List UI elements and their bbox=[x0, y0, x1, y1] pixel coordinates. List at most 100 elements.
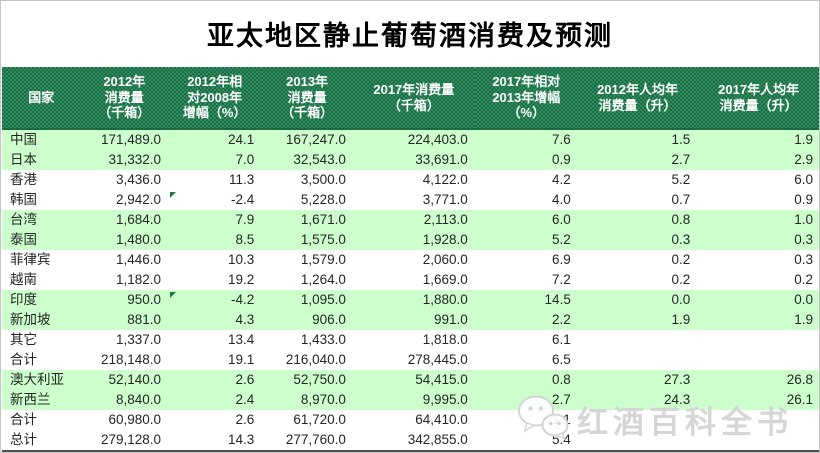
cell-percap_2012: 27.3 bbox=[577, 370, 698, 390]
cell-percap_2017: 0.0 bbox=[697, 290, 819, 310]
cell-country: 菲律宾 bbox=[2, 250, 81, 270]
table-row: 台湾 1,684.0 7.9 1,671.0 2,113.0 6.0 0.8 1.0 bbox=[2, 210, 819, 230]
cell-country: 香港 bbox=[2, 170, 81, 190]
cell-country: 澳大利亚 bbox=[2, 370, 81, 390]
cell-percap_2017: 1.0 bbox=[697, 210, 819, 230]
cell-growth_2012_vs_2008: 13.4 bbox=[168, 330, 262, 350]
cell-percap_2017: 1.9 bbox=[697, 310, 819, 330]
cell-cons_2012: 1,684.0 bbox=[80, 210, 169, 230]
cell-cons_2017: 1,880.0 bbox=[352, 290, 475, 310]
cell-cons_2017: 2,060.0 bbox=[352, 250, 475, 270]
cell-country: 合计 bbox=[2, 410, 81, 430]
cell-percap_2017: 2.9 bbox=[697, 150, 819, 170]
col-header-growth-2012-vs-2008: 2012年相 对2008年 增幅（%） bbox=[168, 67, 262, 130]
cell-cons_2013: 167,247.0 bbox=[261, 129, 353, 150]
cell-cons_2012: 218,148.0 bbox=[80, 350, 169, 370]
cell-cons_2013: 1,575.0 bbox=[261, 230, 353, 250]
cell-growth_2017_vs_2013: 1.1 bbox=[474, 410, 578, 430]
cell-cons_2013: 216,040.0 bbox=[261, 350, 353, 370]
cell-cons_2017: 2,113.0 bbox=[352, 210, 475, 230]
cell-percap_2012: 5.2 bbox=[577, 170, 698, 190]
cell-cons_2013: 5,228.0 bbox=[261, 190, 353, 210]
col-header-country: 国家 bbox=[2, 67, 81, 130]
cell-percap_2012: 0.2 bbox=[577, 250, 698, 270]
cell-cons_2017: 54,415.0 bbox=[352, 370, 475, 390]
cell-cons_2012: 279,128.0 bbox=[80, 430, 169, 452]
cell-growth_2012_vs_2008: 2.6 bbox=[168, 370, 262, 390]
cell-cons_2013: 906.0 bbox=[261, 310, 353, 330]
cell-growth_2017_vs_2013: 6.1 bbox=[474, 330, 578, 350]
cell-growth_2012_vs_2008: 11.3 bbox=[168, 170, 262, 190]
table-row: 越南 1,182.0 19.2 1,264.0 1,669.0 7.2 0.2 0.2 bbox=[2, 270, 819, 290]
cell-country: 台湾 bbox=[2, 210, 81, 230]
table-header: 国家 2012年 消费量 （千箱） 2012年相 对2008年 增幅（%） 20… bbox=[2, 67, 819, 130]
cell-error-indicator-icon bbox=[170, 192, 177, 198]
cell-percap_2017: 1.9 bbox=[697, 129, 819, 150]
cell-error-indicator-icon bbox=[170, 292, 177, 298]
table-row: 合计 60,980.0 2.6 61,720.0 64,410.0 1.1 bbox=[2, 410, 819, 430]
cell-cons_2013: 32,543.0 bbox=[261, 150, 353, 170]
table-row: 澳大利亚 52,140.0 2.6 52,750.0 54,415.0 0.8 27.3 26… bbox=[2, 370, 819, 390]
cell-cons_2013: 61,720.0 bbox=[261, 410, 353, 430]
col-header-percap-2012: 2012年人均年 消费量（升） bbox=[577, 67, 698, 130]
col-header-growth-2017-vs-2013: 2017年相对 2013年增幅 （%） bbox=[474, 67, 578, 130]
wine-consumption-table: 国家 2012年 消费量 （千箱） 2012年相 对2008年 增幅（%） 20… bbox=[2, 67, 819, 452]
cell-growth_2017_vs_2013: 6.9 bbox=[474, 250, 578, 270]
table-row: 总计 279,128.0 14.3 277,760.0 342,855.0 5.4 bbox=[2, 430, 819, 452]
cell-country: 泰国 bbox=[2, 230, 81, 250]
cell-cons_2012: 1,480.0 bbox=[80, 230, 169, 250]
table-row: 其它 1,337.0 13.4 1,433.0 1,818.0 6.1 bbox=[2, 330, 819, 350]
cell-growth_2012_vs_2008: 10.3 bbox=[168, 250, 262, 270]
cell-growth_2012_vs_2008: 14.3 bbox=[168, 430, 262, 452]
cell-percap_2012: 0.8 bbox=[577, 210, 698, 230]
cell-growth_2012_vs_2008: -2.4 bbox=[168, 190, 262, 210]
cell-country: 韩国 bbox=[2, 190, 81, 210]
cell-percap_2012: 2.7 bbox=[577, 150, 698, 170]
cell-cons_2012: 881.0 bbox=[80, 310, 169, 330]
cell-percap_2017: 0.9 bbox=[697, 190, 819, 210]
cell-percap_2017 bbox=[697, 350, 819, 370]
table-body: 中国 171,489.0 24.1 167,247.0 224,403.0 7.6 1.5 1… bbox=[2, 129, 819, 452]
cell-percap_2012: 1.5 bbox=[577, 129, 698, 150]
cell-cons_2012: 8,840.0 bbox=[80, 390, 169, 410]
cell-percap_2012: 1.9 bbox=[577, 310, 698, 330]
cell-percap_2017: 0.2 bbox=[697, 270, 819, 290]
cell-percap_2012 bbox=[577, 430, 698, 452]
cell-cons_2017: 64,410.0 bbox=[352, 410, 475, 430]
cell-cons_2013: 1,264.0 bbox=[261, 270, 353, 290]
cell-country: 印度 bbox=[2, 290, 81, 310]
cell-cons_2013: 1,671.0 bbox=[261, 210, 353, 230]
cell-growth_2012_vs_2008: 7.9 bbox=[168, 210, 262, 230]
cell-percap_2012: 0.2 bbox=[577, 270, 698, 290]
col-header-percap-2017: 2017年人均年 消费量（升） bbox=[697, 67, 819, 130]
cell-growth_2012_vs_2008: -4.2 bbox=[168, 290, 262, 310]
cell-growth_2012_vs_2008: 24.1 bbox=[168, 129, 262, 150]
table-row: 合计 218,148.0 19.1 216,040.0 278,445.0 6.5 bbox=[2, 350, 819, 370]
cell-growth_2017_vs_2013: 7.2 bbox=[474, 270, 578, 290]
cell-cons_2013: 52,750.0 bbox=[261, 370, 353, 390]
cell-country: 新加坡 bbox=[2, 310, 81, 330]
cell-cons_2017: 1,818.0 bbox=[352, 330, 475, 350]
cell-percap_2017: 26.8 bbox=[697, 370, 819, 390]
cell-growth_2017_vs_2013: 7.6 bbox=[474, 129, 578, 150]
cell-cons_2012: 1,446.0 bbox=[80, 250, 169, 270]
page-title: 亚太地区静止葡萄酒消费及预测 bbox=[207, 21, 613, 51]
table-row: 新加坡 881.0 4.3 906.0 991.0 2.2 1.9 1.9 bbox=[2, 310, 819, 330]
cell-growth_2017_vs_2013: 0.8 bbox=[474, 370, 578, 390]
cell-cons_2012: 1,182.0 bbox=[80, 270, 169, 290]
col-header-cons-2012: 2012年 消费量 （千箱） bbox=[80, 67, 169, 130]
cell-country: 合计 bbox=[2, 350, 81, 370]
cell-cons_2013: 3,500.0 bbox=[261, 170, 353, 190]
cell-growth_2017_vs_2013: 0.9 bbox=[474, 150, 578, 170]
cell-growth_2017_vs_2013: 2.2 bbox=[474, 310, 578, 330]
col-header-cons-2013: 2013年 消费量 （千箱） bbox=[261, 67, 353, 130]
cell-percap_2012 bbox=[577, 410, 698, 430]
cell-cons_2012: 171,489.0 bbox=[80, 129, 169, 150]
cell-percap_2012 bbox=[577, 330, 698, 350]
cell-growth_2012_vs_2008: 4.3 bbox=[168, 310, 262, 330]
cell-cons_2013: 1,579.0 bbox=[261, 250, 353, 270]
table-row: 日本 31,332.0 7.0 32,543.0 33,691.0 0.9 2.7 2.9 bbox=[2, 150, 819, 170]
cell-growth_2012_vs_2008: 2.4 bbox=[168, 390, 262, 410]
cell-cons_2017: 3,771.0 bbox=[352, 190, 475, 210]
